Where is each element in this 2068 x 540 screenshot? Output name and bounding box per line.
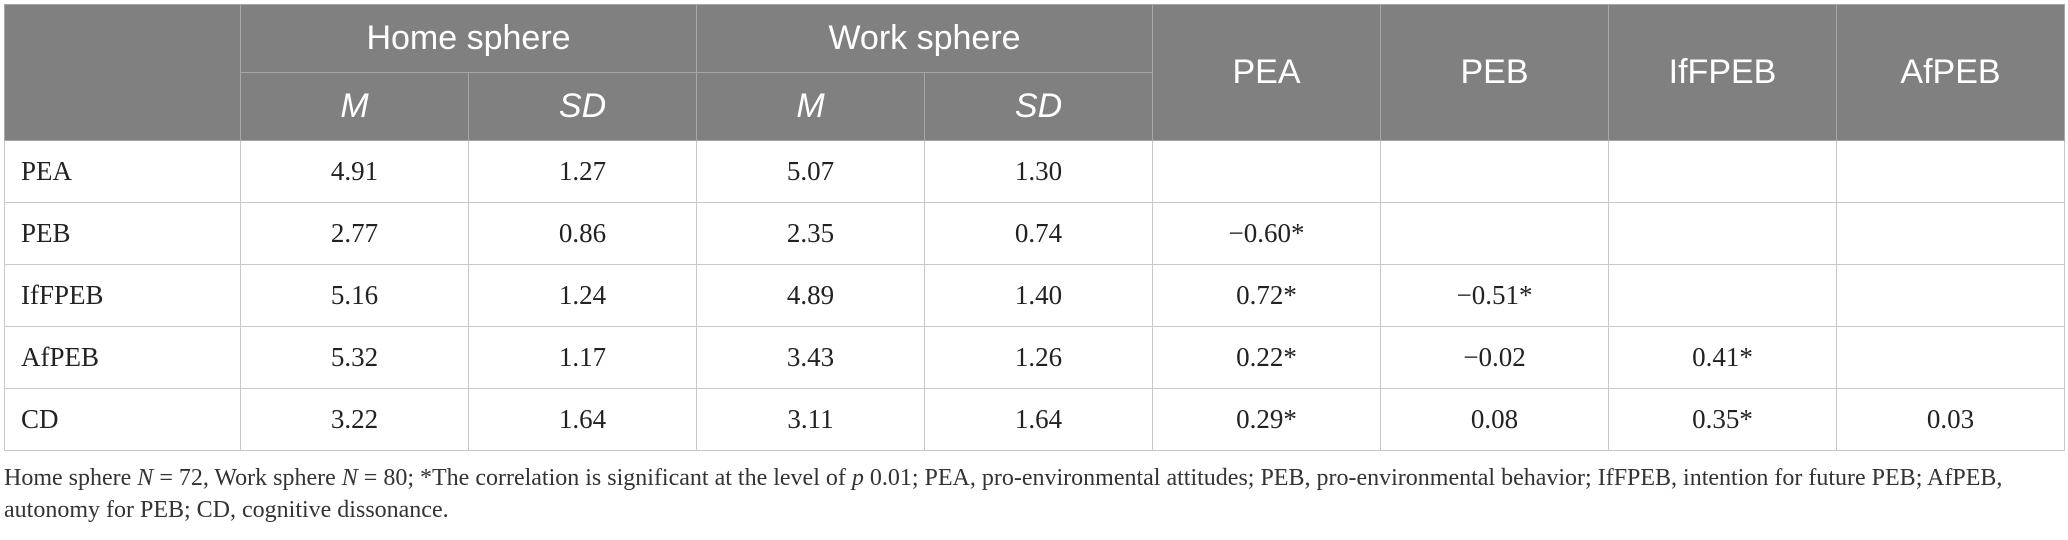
footnote-p-symbol: p [851, 465, 864, 491]
cell-work-sd: 1.40 [924, 264, 1154, 327]
header-iffpeb: IfFPEB [1608, 4, 1838, 141]
footnote-text: = 72, Work sphere [153, 465, 342, 491]
cell-home-sd: 0.86 [467, 202, 698, 265]
cell-work-m: 3.43 [696, 326, 926, 389]
cell-work-m: 3.11 [696, 388, 926, 451]
cell-peb: 0.08 [1380, 388, 1610, 451]
row-label: AfPEB [4, 326, 241, 389]
cell-afpeb [1836, 326, 2066, 389]
header-home-sphere: Home sphere [239, 4, 698, 73]
cell-work-m: 2.35 [696, 202, 926, 265]
cell-work-sd: 1.30 [924, 140, 1154, 203]
header-peb: PEB [1380, 4, 1610, 141]
footnote-n-symbol: N [137, 465, 154, 491]
cell-home-sd: 1.64 [467, 388, 698, 451]
correlation-table: Home sphere Work sphere PEA PEB IfFPEB A… [4, 4, 2066, 451]
table-row: PEB 2.77 0.86 2.35 0.74 −0.60* [4, 202, 2066, 265]
table-row: CD 3.22 1.64 3.11 1.64 0.29* 0.08 0.35* … [4, 388, 2066, 451]
header-home-sd: SD [467, 72, 698, 141]
cell-iffpeb: 0.35* [1608, 388, 1838, 451]
cell-home-m: 3.22 [240, 388, 469, 451]
header-home-m: M [240, 72, 469, 141]
cell-peb [1380, 140, 1610, 203]
table-footnote: Home sphere N = 72, Work sphere N = 80; … [4, 462, 2060, 526]
cell-pea [1152, 140, 1382, 203]
cell-afpeb [1836, 140, 2066, 203]
header-work-sphere: Work sphere [696, 4, 1154, 73]
cell-iffpeb [1608, 140, 1838, 203]
cell-home-m: 5.32 [240, 326, 469, 389]
header-work-sd: SD [924, 72, 1154, 141]
cell-home-m: 2.77 [240, 202, 469, 265]
row-label: IfFPEB [4, 264, 241, 327]
row-label: CD [4, 388, 241, 451]
cell-home-sd: 1.27 [467, 140, 698, 203]
header-work-m: M [696, 72, 926, 141]
header-pea: PEA [1152, 4, 1382, 141]
cell-work-sd: 1.26 [924, 326, 1154, 389]
cell-afpeb: 0.03 [1836, 388, 2066, 451]
cell-pea: 0.72* [1152, 264, 1382, 327]
footnote-text: Home sphere [4, 465, 138, 491]
cell-iffpeb [1608, 264, 1838, 327]
table-row: AfPEB 5.32 1.17 3.43 1.26 0.22* −0.02 0.… [4, 326, 2066, 389]
cell-peb: −0.51* [1380, 264, 1610, 327]
cell-afpeb [1836, 202, 2066, 265]
cell-iffpeb: 0.41* [1608, 326, 1838, 389]
cell-home-sd: 1.17 [467, 326, 698, 389]
cell-pea: 0.22* [1152, 326, 1382, 389]
correlation-table-container: Home sphere Work sphere PEA PEB IfFPEB A… [4, 4, 2066, 451]
footnote-text: 0.01; PEA, pro-environmental attitudes; … [4, 465, 2003, 523]
cell-work-m: 4.89 [696, 264, 926, 327]
row-label: PEA [4, 140, 241, 203]
cell-work-sd: 0.74 [924, 202, 1154, 265]
cell-iffpeb [1608, 202, 1838, 265]
cell-home-sd: 1.24 [467, 264, 698, 327]
header-corner [4, 4, 241, 141]
cell-home-m: 5.16 [240, 264, 469, 327]
header-row-1: Home sphere Work sphere PEA PEB IfFPEB A… [4, 4, 2066, 141]
header-afpeb: AfPEB [1836, 4, 2066, 141]
row-label: PEB [4, 202, 241, 265]
cell-peb: −0.02 [1380, 326, 1610, 389]
cell-peb [1380, 202, 1610, 265]
table-row: IfFPEB 5.16 1.24 4.89 1.40 0.72* −0.51* [4, 264, 2066, 327]
cell-work-m: 5.07 [696, 140, 926, 203]
header-row-2: M SD M SD [5, 72, 2065, 141]
footnote-n-symbol: N [341, 465, 358, 491]
cell-afpeb [1836, 264, 2066, 327]
cell-work-sd: 1.64 [924, 388, 1154, 451]
table-row: PEA 4.91 1.27 5.07 1.30 [4, 140, 2066, 203]
cell-pea: 0.29* [1152, 388, 1382, 451]
cell-pea: −0.60* [1152, 202, 1382, 265]
footnote-text: = 80; *The correlation is significant at… [357, 465, 852, 491]
cell-home-m: 4.91 [240, 140, 469, 203]
